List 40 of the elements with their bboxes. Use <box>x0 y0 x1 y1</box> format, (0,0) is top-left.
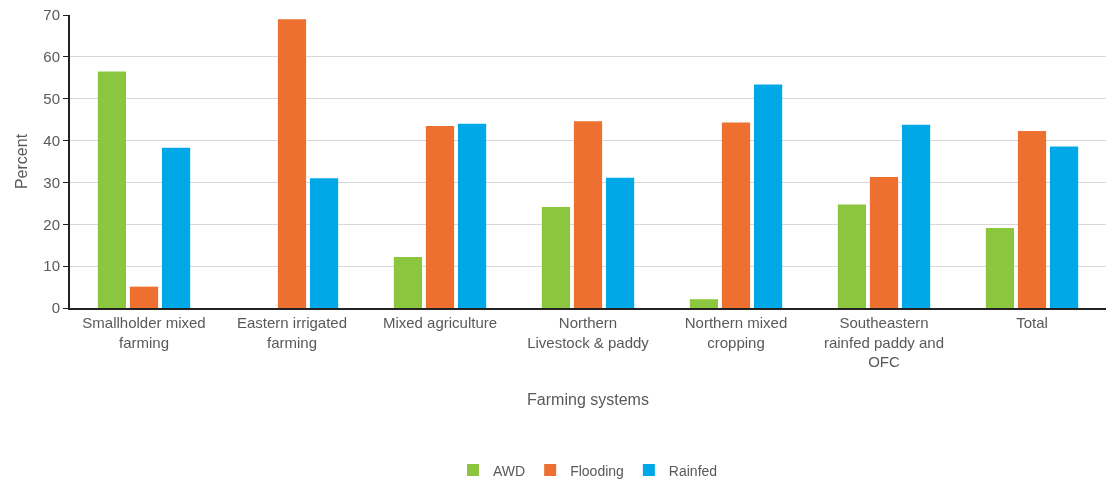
bar <box>689 299 719 308</box>
bar <box>869 176 899 308</box>
bar <box>573 121 603 308</box>
bar <box>541 207 571 308</box>
bar <box>1017 130 1047 308</box>
bar <box>161 147 191 308</box>
bar <box>985 228 1015 308</box>
bar <box>277 19 307 308</box>
y-tick-label: 40 <box>43 131 60 149</box>
bar <box>393 256 423 308</box>
bar <box>457 123 487 308</box>
y-axis-title: Percent <box>13 133 30 190</box>
x-tick-label: Southeastern rainfed paddy and OFC <box>823 314 945 370</box>
legend-label: AWD <box>493 462 526 479</box>
bar <box>309 178 339 308</box>
bar <box>129 286 159 308</box>
x-tick-label: Mixed agriculture <box>382 314 498 331</box>
x-tick-label: Northern mixed cropping <box>684 314 788 351</box>
legend-label: Flooding <box>570 462 624 479</box>
x-tick-label: Northern Livestock & paddy <box>527 314 650 351</box>
bar <box>1049 146 1079 308</box>
x-tick-label: Eastern irrigated farming <box>236 314 348 351</box>
y-tick-label: 50 <box>43 89 60 107</box>
y-tick-label: 0 <box>51 299 60 317</box>
bar <box>753 84 783 308</box>
bar <box>605 177 635 308</box>
x-tick-label: Smallholder mixed farming <box>82 314 206 351</box>
bar <box>721 122 751 308</box>
y-tick-label: 20 <box>43 215 60 233</box>
y-tick-label: 10 <box>43 257 60 275</box>
y-tick-label: 30 <box>43 173 60 191</box>
bar <box>837 204 867 308</box>
x-tick-label: Total <box>1016 314 1048 331</box>
x-axis-title: Farming systems <box>527 391 649 409</box>
bar <box>901 124 931 308</box>
bar <box>97 71 127 308</box>
legend-label: Rainfed <box>668 462 718 479</box>
bar <box>425 125 455 308</box>
y-tick-label: 60 <box>43 48 60 66</box>
y-tick-label: 70 <box>43 6 60 24</box>
